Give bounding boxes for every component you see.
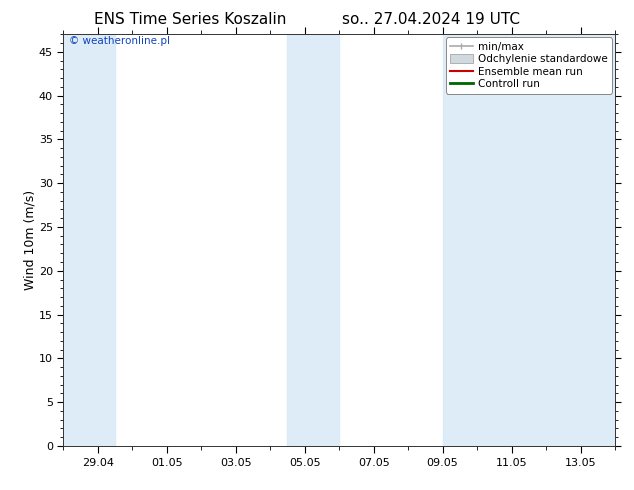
Text: so.. 27.04.2024 19 UTC: so.. 27.04.2024 19 UTC (342, 12, 520, 27)
Bar (443, 34, 615, 446)
Y-axis label: Wind 10m (m/s): Wind 10m (m/s) (23, 190, 36, 290)
Text: ENS Time Series Koszalin: ENS Time Series Koszalin (94, 12, 287, 27)
Bar (287, 34, 339, 446)
Legend: min/max, Odchylenie standardowe, Ensemble mean run, Controll run: min/max, Odchylenie standardowe, Ensembl… (446, 37, 612, 94)
Bar (63, 34, 115, 446)
Text: © weatheronline.pl: © weatheronline.pl (69, 36, 170, 47)
